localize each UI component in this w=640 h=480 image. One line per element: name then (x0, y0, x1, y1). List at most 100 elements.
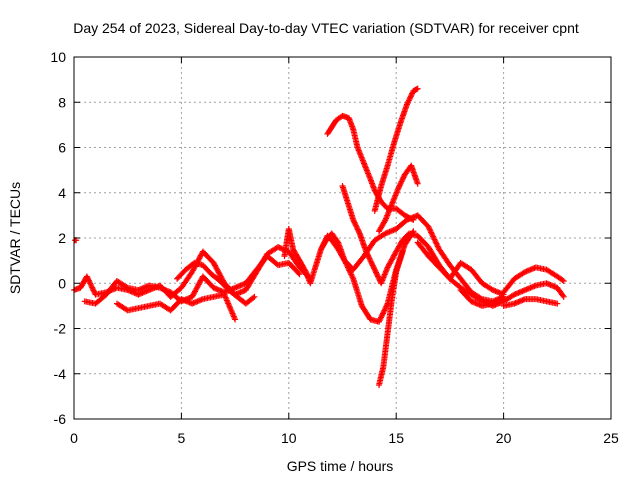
data-point (407, 94, 414, 101)
data-point (376, 318, 383, 325)
series-track-9 (371, 85, 421, 214)
y-tick-label: 4 (58, 185, 66, 201)
data-point (382, 304, 389, 311)
data-point (232, 316, 239, 323)
data-point (85, 277, 92, 284)
data-point (341, 257, 348, 264)
data-point (371, 265, 378, 272)
data-point (87, 281, 94, 288)
data-point (351, 219, 358, 226)
series-track-15 (500, 264, 567, 296)
x-tick-label: 5 (178, 430, 186, 446)
data-point (89, 285, 96, 292)
data-point (250, 294, 257, 301)
data-point (368, 259, 375, 266)
data-point (346, 267, 353, 274)
data-point (409, 90, 416, 97)
data-point (395, 185, 402, 192)
data-point (381, 307, 388, 314)
data-point (369, 262, 376, 269)
data-point (352, 220, 359, 227)
data-point (374, 273, 381, 280)
data-point (348, 271, 355, 278)
data-point (499, 294, 506, 301)
data-point (343, 261, 350, 268)
data-point (403, 101, 410, 108)
series-track-13 (414, 239, 507, 298)
x-tick-label: 0 (70, 430, 78, 446)
series-track-17 (500, 296, 561, 309)
data-point (365, 252, 372, 259)
data-point (346, 268, 353, 275)
chart-title: Day 254 of 2023, Sidereal Day-to-day VTE… (73, 20, 579, 36)
data-point (370, 263, 377, 270)
data-point (83, 273, 90, 280)
data-point (349, 274, 356, 281)
data-point (373, 270, 380, 277)
series-track-16 (500, 280, 567, 305)
data-point (554, 300, 561, 307)
data-point (295, 270, 302, 277)
data-point (352, 222, 359, 229)
data-point (354, 226, 361, 233)
data-point (560, 293, 567, 300)
data-point (405, 98, 412, 105)
data-point (296, 271, 303, 278)
y-tick-label: 10 (50, 49, 66, 65)
data-point (251, 293, 258, 300)
series-track-10 (376, 162, 421, 235)
data-point (354, 225, 361, 232)
data-point (355, 227, 362, 234)
data-point (350, 216, 357, 223)
data-point (88, 283, 95, 290)
data-point (363, 248, 370, 255)
x-tick-label: 10 (281, 430, 297, 446)
data-point (347, 270, 354, 277)
data-point (381, 218, 388, 225)
data-point (408, 92, 415, 99)
data-point (405, 97, 412, 104)
data-point (365, 254, 372, 261)
data-point (397, 179, 404, 186)
data-point (364, 251, 371, 258)
data-point (344, 264, 351, 271)
data-point (377, 315, 384, 322)
data-point (367, 258, 374, 265)
y-tick-label: -4 (54, 366, 67, 382)
data-point (84, 274, 91, 281)
data-point (380, 308, 387, 315)
data-point (366, 255, 373, 262)
data-point (302, 267, 309, 274)
axis-ticks: 0 5 10 15 20 25 -6 -4 -2 0 2 4 6 8 10 (50, 49, 619, 446)
y-tick-label: -2 (54, 321, 67, 337)
data-point (342, 260, 349, 267)
series-track-14 (457, 287, 507, 309)
data-point (410, 216, 417, 223)
data-point (409, 216, 416, 223)
data-point (399, 177, 406, 184)
y-tick-label: 0 (58, 275, 66, 291)
data-point (356, 229, 363, 236)
data-point (399, 248, 406, 255)
data-point (353, 223, 360, 230)
y-tick-label: 2 (58, 230, 66, 246)
y-axis-label: SDTVAR / TECUs (7, 182, 23, 294)
data-point (414, 85, 421, 92)
data-point (559, 277, 566, 284)
data-point (87, 280, 94, 287)
data-point (123, 283, 130, 290)
x-tick-label: 25 (603, 430, 619, 446)
y-tick-label: 6 (58, 140, 66, 156)
data-point (381, 306, 388, 313)
data-point (369, 261, 376, 268)
series-track-11 (376, 248, 406, 389)
data-markers (71, 85, 567, 389)
y-tick-label: -6 (54, 411, 67, 427)
x-axis-label: GPS time / hours (287, 458, 394, 474)
series-track-3 (113, 291, 239, 323)
data-point (560, 277, 567, 284)
data-point (344, 263, 351, 270)
x-tick-label: 15 (388, 430, 404, 446)
data-point (406, 96, 413, 103)
